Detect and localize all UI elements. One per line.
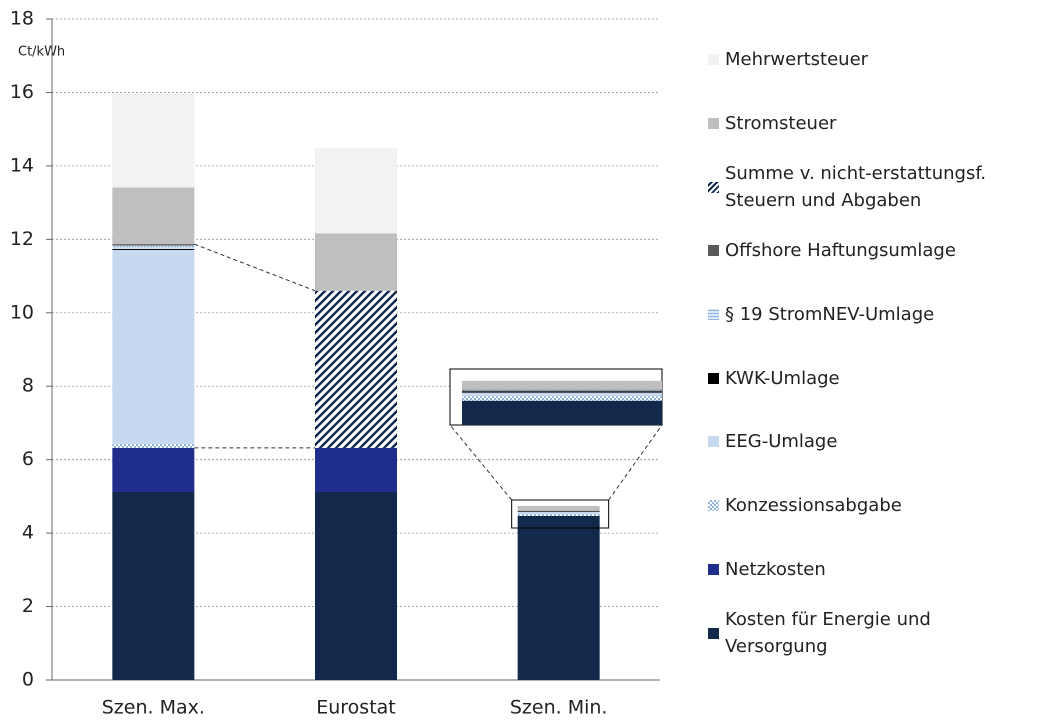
bar-segment (112, 187, 195, 245)
legend-label: EEG-Umlage (725, 431, 838, 453)
legend: Mehrwertsteuer Stromsteuer Summe v. nicht-… (708, 28, 1048, 665)
legend-item: Stromsteuer (708, 92, 1048, 156)
legend-item: Mehrwertsteuer (708, 28, 1048, 92)
legend-swatch (708, 500, 719, 512)
bar-segment (112, 249, 195, 444)
legend-swatch (708, 563, 719, 575)
legend-label: KWK-Umlage (725, 367, 840, 389)
inset-segment (462, 400, 662, 425)
legend-label: § 19 StromNEV-Umlage (725, 304, 935, 326)
inset-segment (462, 380, 662, 390)
legend-label: Konzessionsabgabe (725, 495, 902, 517)
y-tick-label: 2 (22, 595, 34, 617)
legend-swatch (708, 627, 719, 639)
bar-segment (112, 245, 195, 249)
legend-item: Summe v. nicht-erstattungsf. Steuern und… (708, 155, 1048, 219)
legend-item: Netzkosten (708, 538, 1048, 602)
legend-item: EEG-Umlage (708, 410, 1048, 474)
x-tick-label: Szen. Max. (102, 697, 205, 719)
inset-segment (462, 392, 662, 397)
bar-segment (112, 93, 195, 188)
legend-label: Stromsteuer (725, 113, 837, 135)
zoom-box (511, 499, 610, 529)
bar-segment (112, 447, 195, 492)
bar-segment (517, 511, 600, 512)
y-tick-label: 16 (10, 81, 34, 103)
x-tick-label: Szen. Min. (510, 697, 608, 719)
inset-segment (462, 389, 662, 391)
legend-label: Kosten für Energie und Versorgung (725, 609, 931, 658)
bar-segment (315, 148, 397, 234)
legend-label: Netzkosten (725, 558, 826, 580)
bar-segment (112, 244, 195, 246)
legend-swatch (708, 54, 719, 66)
bar-segment (315, 233, 397, 291)
legend-swatch (708, 372, 719, 384)
y-tick-label: 14 (10, 154, 34, 176)
bar-segment (315, 491, 397, 680)
bar-segment (315, 290, 397, 448)
connector (194, 243, 316, 292)
legend-label: Mehrwertsteuer (725, 49, 869, 71)
inset-segment (462, 391, 662, 393)
y-tick-label: 12 (10, 228, 34, 250)
bar-segment (517, 505, 600, 511)
inset-segment (462, 396, 662, 401)
bar-segment (517, 515, 600, 680)
x-tick-label: Eurostat (316, 697, 396, 719)
bar-segment (112, 443, 195, 448)
legend-swatch (708, 436, 719, 448)
y-tick-label: 0 (22, 669, 34, 691)
bar-segment (315, 447, 397, 492)
y-axis-unit: Ct/kWh (18, 45, 65, 60)
bar-segment (517, 513, 600, 516)
legend-item: § 19 StromNEV-Umlage (708, 283, 1048, 347)
connector (449, 424, 513, 501)
legend-item: Konzessionsabgabe (708, 474, 1048, 538)
legend-swatch (708, 118, 719, 130)
legend-swatch (708, 245, 719, 257)
legend-item: Kosten für Energie und Versorgung (708, 601, 1048, 665)
connector (608, 424, 663, 501)
legend-item: KWK-Umlage (708, 346, 1048, 410)
y-tick-label: 8 (22, 375, 34, 397)
chart: Ct/kWh 0 2 4 6 8 10 12 14 16 18 Szen. Max. Eurostat… (10, 8, 663, 719)
legend-item: Offshore Haftungsumlage (708, 219, 1048, 283)
bar-segment (517, 511, 600, 514)
legend-label: Offshore Haftungsumlage (725, 240, 956, 262)
legend-swatch (708, 181, 719, 193)
inset-segment (462, 390, 662, 392)
legend-swatch (708, 309, 719, 321)
bar-segment (112, 491, 195, 680)
y-tick-label: 18 (10, 8, 34, 30)
legend-label: Summe v. nicht-erstattungsf. Steuern und… (725, 163, 987, 212)
bar-segment (112, 248, 195, 250)
y-tick-label: 10 (10, 301, 34, 323)
y-tick-label: 4 (22, 522, 34, 544)
y-tick-label: 6 (22, 448, 34, 470)
inset (462, 380, 662, 425)
